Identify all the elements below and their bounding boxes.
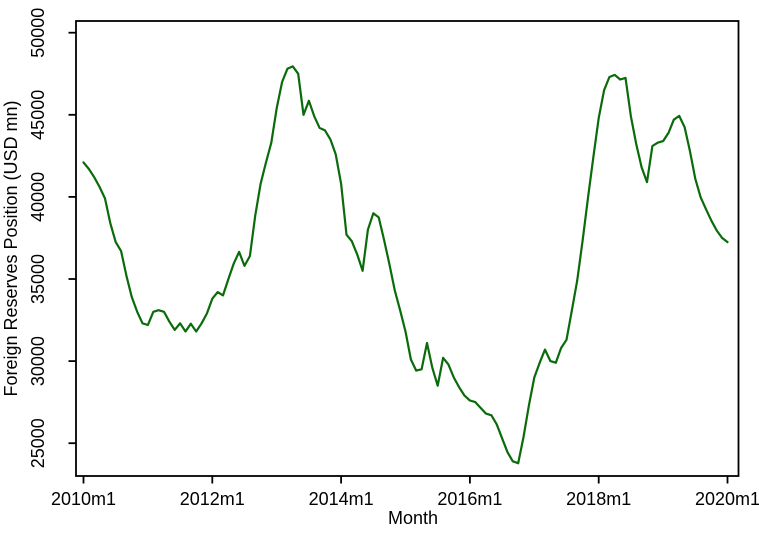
y-tick-label: 35000 [28,254,48,304]
x-tick-label: 2010m1 [51,489,116,509]
y-tick-label: 30000 [28,336,48,386]
y-tick-label: 50000 [28,8,48,58]
y-tick-label: 45000 [28,90,48,140]
foreign-reserves-line [82,65,729,465]
y-tick-label: 40000 [28,172,48,222]
y-axis-title: Foreign Reserves Position (USD mn) [1,100,21,396]
x-tick-label: 2016m1 [437,489,502,509]
x-tick-label: 2012m1 [180,489,245,509]
x-tick-label: 2014m1 [309,489,374,509]
x-axis-title: Month [388,508,438,528]
x-tick-label: 2018m1 [566,489,631,509]
x-tick-label: 2020m1 [695,489,759,509]
plot-frame [75,20,740,477]
y-tick-label: 25000 [28,418,48,468]
